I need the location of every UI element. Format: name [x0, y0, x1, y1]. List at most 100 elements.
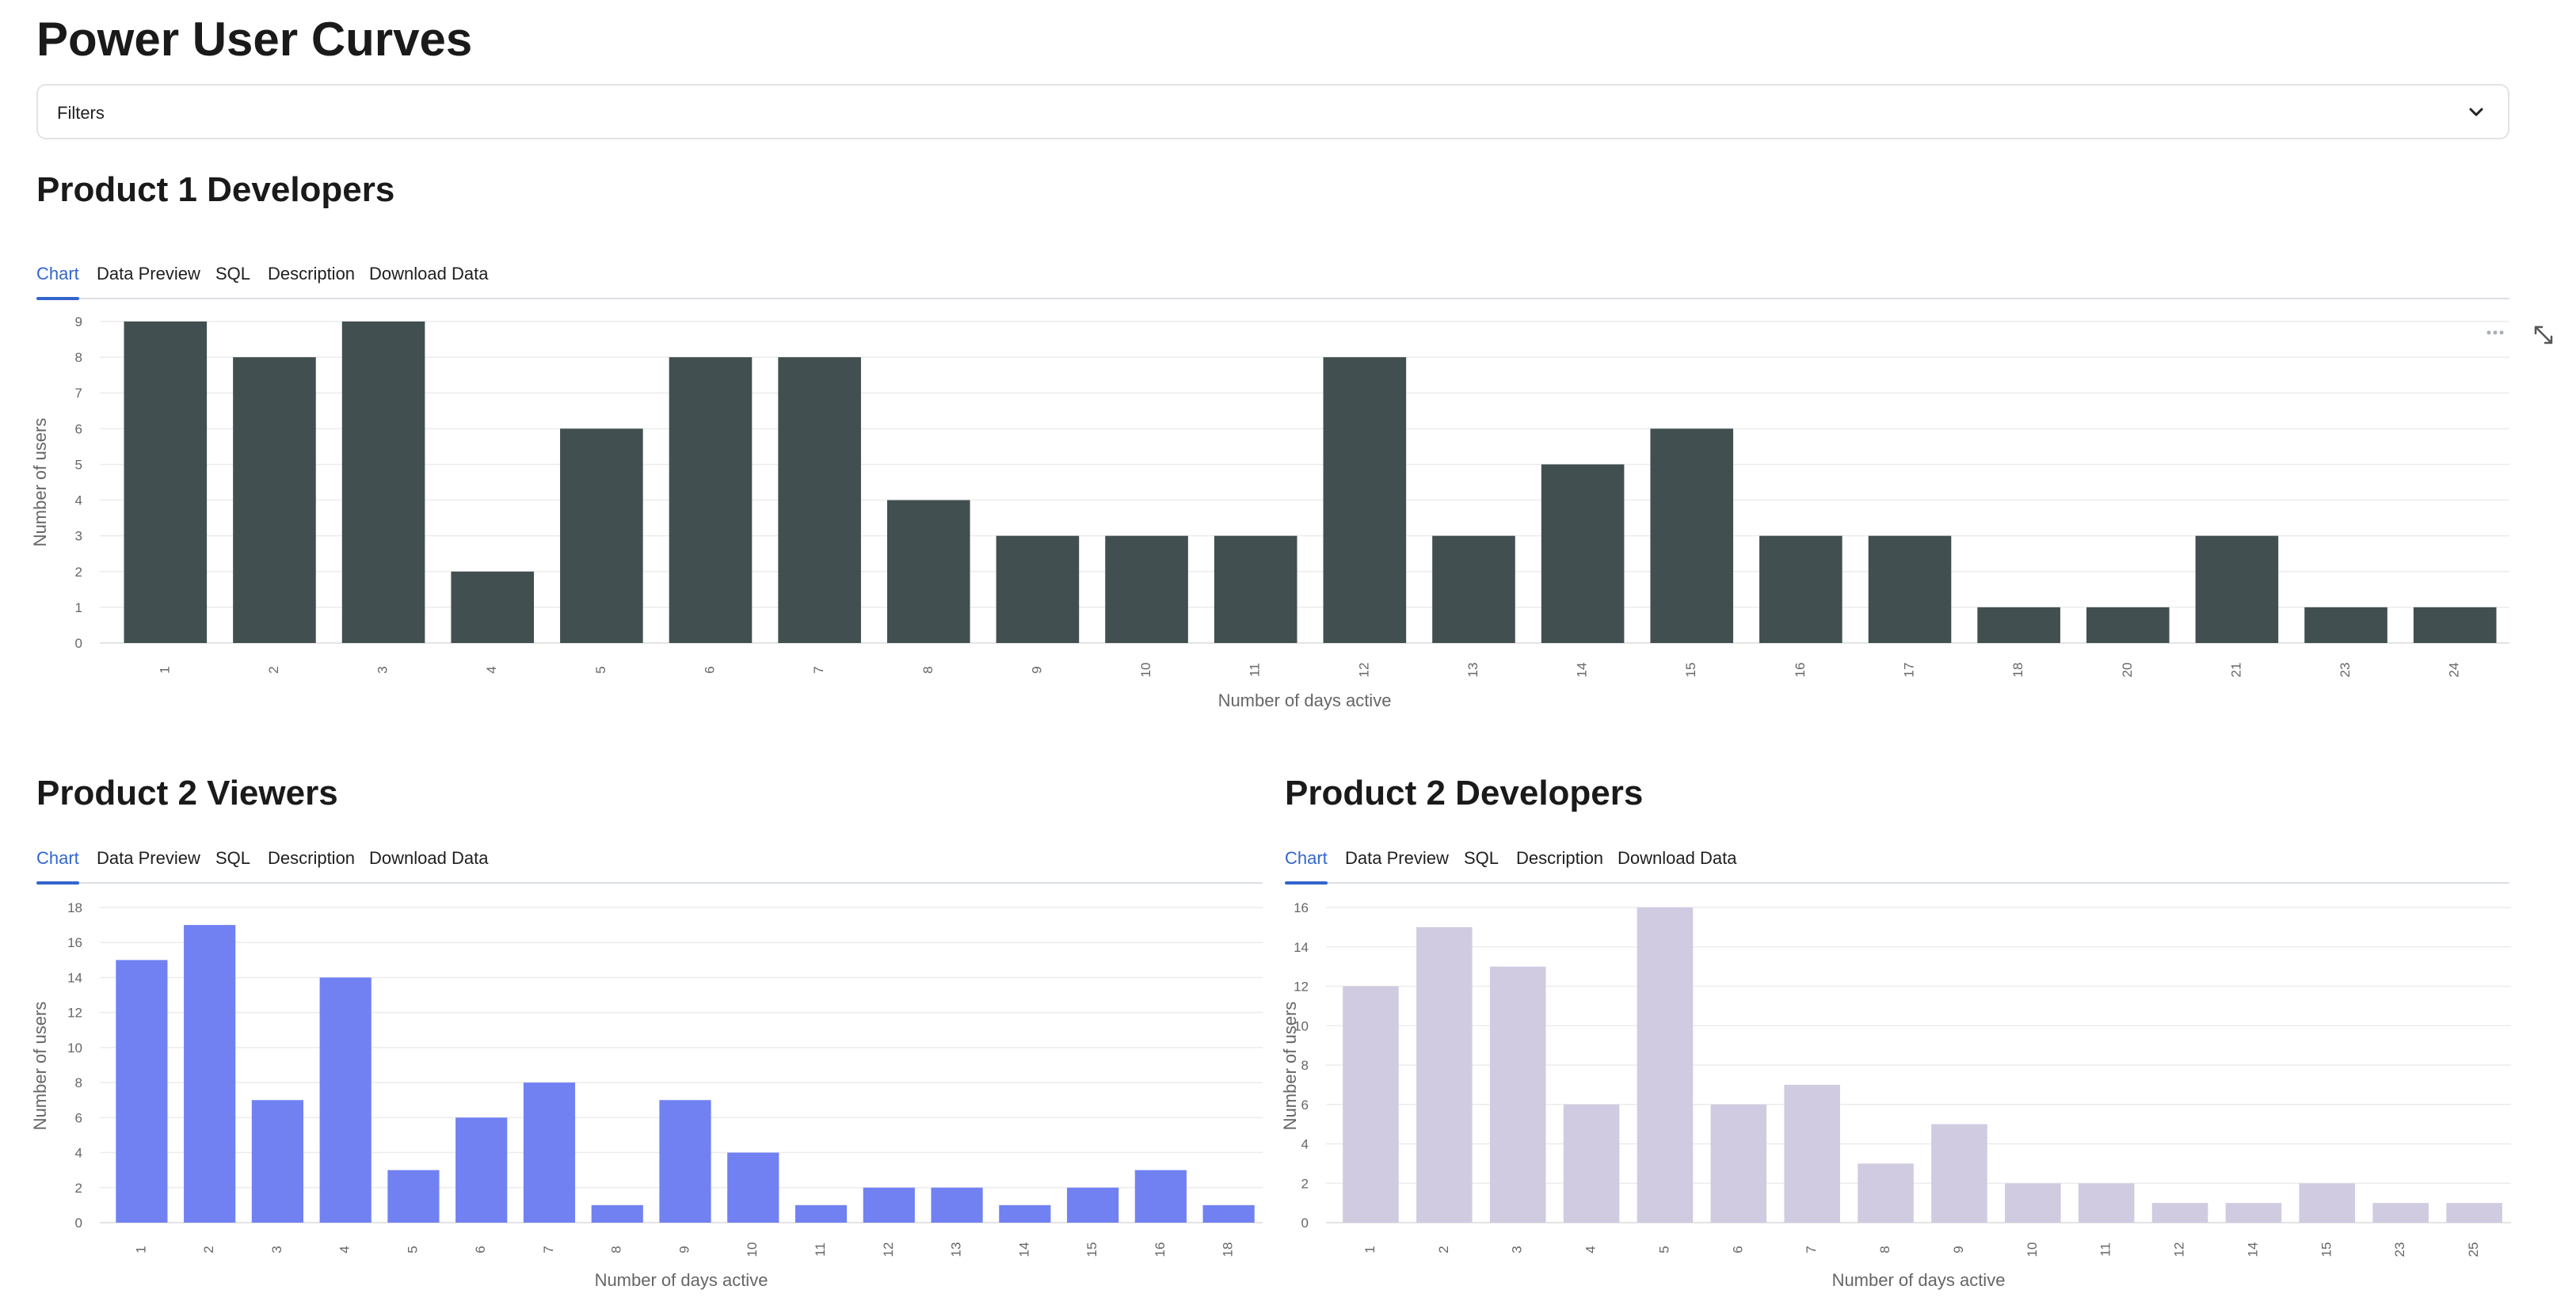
x-tick-label: 8 [1877, 1246, 1892, 1253]
y-tick-label: 0 [75, 1216, 82, 1231]
bar [1858, 1163, 1914, 1223]
tab-download-data[interactable]: Download Data [1618, 848, 1737, 868]
x-tick-label: 1 [157, 666, 172, 673]
tab-chart[interactable]: Chart [1285, 848, 1328, 868]
bar [233, 357, 316, 643]
filters-label: Filters [57, 103, 105, 123]
bar [1105, 535, 1188, 643]
x-tick-label: 18 [2010, 663, 2025, 678]
x-tick-label: 10 [1138, 663, 1153, 678]
bar [116, 960, 168, 1223]
tab-description[interactable]: Description [268, 264, 356, 283]
y-tick-label: 4 [1301, 1137, 1309, 1152]
x-tick-label: 16 [1793, 663, 1808, 678]
x-tick-label: 3 [375, 666, 391, 673]
y-tick-label: 8 [1301, 1058, 1309, 1073]
page-title: Power User Curves [36, 13, 473, 66]
y-axis-title: Number of users [1280, 1002, 1300, 1131]
bar [124, 321, 208, 643]
y-axis-title: Number of users [30, 418, 50, 547]
bar [1784, 1084, 1840, 1223]
x-tick-label: 1 [133, 1246, 148, 1253]
x-tick-label: 25 [2466, 1242, 2481, 1257]
tab-download-data[interactable]: Download Data [369, 264, 489, 283]
y-tick-label: 2 [75, 565, 82, 580]
bar [1563, 1104, 1620, 1223]
tab-bar: Chart Data Preview SQL Description Download … [1285, 843, 2509, 885]
y-tick-label: 10 [1294, 1018, 1309, 1033]
y-tick-label: 0 [75, 636, 82, 651]
x-axis-title: Number of days active [595, 1270, 768, 1290]
y-tick-label: 0 [1301, 1216, 1309, 1231]
x-tick-label: 9 [1029, 666, 1044, 673]
tab-description[interactable]: Description [268, 848, 356, 868]
x-tick-label: 5 [1656, 1246, 1671, 1253]
tab-data-preview[interactable]: Data Preview [1345, 848, 1449, 868]
bar [1650, 428, 1734, 643]
bar [1432, 535, 1515, 643]
bar [999, 1204, 1051, 1223]
x-tick-label: 12 [1356, 663, 1371, 678]
bar [2005, 1183, 2061, 1223]
x-tick-label: 6 [702, 666, 717, 673]
section-title: Product 1 Developers [36, 170, 395, 209]
y-tick-label: 6 [75, 421, 82, 436]
bar [2225, 1203, 2282, 1223]
x-tick-label: 11 [813, 1242, 828, 1257]
x-tick-label: 1 [1362, 1246, 1378, 1253]
y-tick-label: 3 [75, 529, 82, 544]
bar [251, 1100, 304, 1223]
filters-panel[interactable]: Filters [36, 84, 2509, 139]
bar [2151, 1203, 2208, 1223]
bar [1066, 1187, 1119, 1223]
bar [2078, 1183, 2135, 1223]
tab-data-preview[interactable]: Data Preview [97, 264, 200, 283]
bar [1931, 1124, 1987, 1223]
x-tick-label: 5 [405, 1246, 420, 1253]
x-tick-label: 13 [1465, 663, 1480, 678]
x-tick-label: 14 [1016, 1242, 1031, 1257]
tab-sql[interactable]: SQL [215, 848, 251, 868]
tab-data-preview[interactable]: Data Preview [97, 848, 200, 868]
bar [727, 1152, 779, 1223]
y-tick-label: 10 [67, 1041, 82, 1056]
bar [455, 1117, 508, 1223]
more-horizontal-icon[interactable] [2484, 325, 2506, 341]
x-tick-label: 2 [266, 666, 281, 673]
tab-sql[interactable]: SQL [215, 264, 251, 283]
x-tick-label: 11 [2098, 1242, 2113, 1257]
bar [2195, 535, 2279, 643]
bar [1710, 1104, 1767, 1223]
active-tab-indicator [36, 297, 79, 300]
y-tick-label: 14 [1294, 940, 1309, 955]
x-tick-label: 7 [541, 1246, 556, 1253]
bar [1214, 535, 1298, 643]
section-title: Product 2 Viewers [36, 774, 338, 812]
x-tick-label: 3 [1510, 1246, 1525, 1253]
tab-description[interactable]: Description [1516, 848, 1604, 868]
y-tick-label: 6 [1301, 1098, 1309, 1113]
expand-icon[interactable] [2532, 323, 2555, 347]
x-tick-label: 6 [1730, 1246, 1745, 1253]
tab-chart[interactable]: Chart [36, 264, 79, 283]
x-tick-label: 10 [745, 1242, 760, 1257]
x-tick-label: 4 [337, 1246, 352, 1253]
tab-sql[interactable]: SQL [1464, 848, 1499, 868]
x-tick-label: 11 [1248, 663, 1263, 677]
x-tick-label: 15 [1683, 663, 1698, 678]
y-tick-label: 7 [75, 386, 82, 401]
bar [1416, 926, 1473, 1223]
tab-download-data[interactable]: Download Data [369, 848, 489, 868]
x-tick-label: 2 [1436, 1246, 1451, 1253]
y-tick-label: 2 [75, 1181, 82, 1196]
bar [886, 500, 970, 643]
y-tick-label: 2 [1301, 1176, 1309, 1191]
bar [1489, 966, 1546, 1223]
x-tick-label: 23 [2392, 1242, 2407, 1257]
tab-chart[interactable]: Chart [36, 848, 79, 868]
bar [659, 1100, 711, 1223]
chevron-down-icon[interactable] [2464, 100, 2489, 125]
x-tick-label: 14 [2245, 1242, 2260, 1257]
